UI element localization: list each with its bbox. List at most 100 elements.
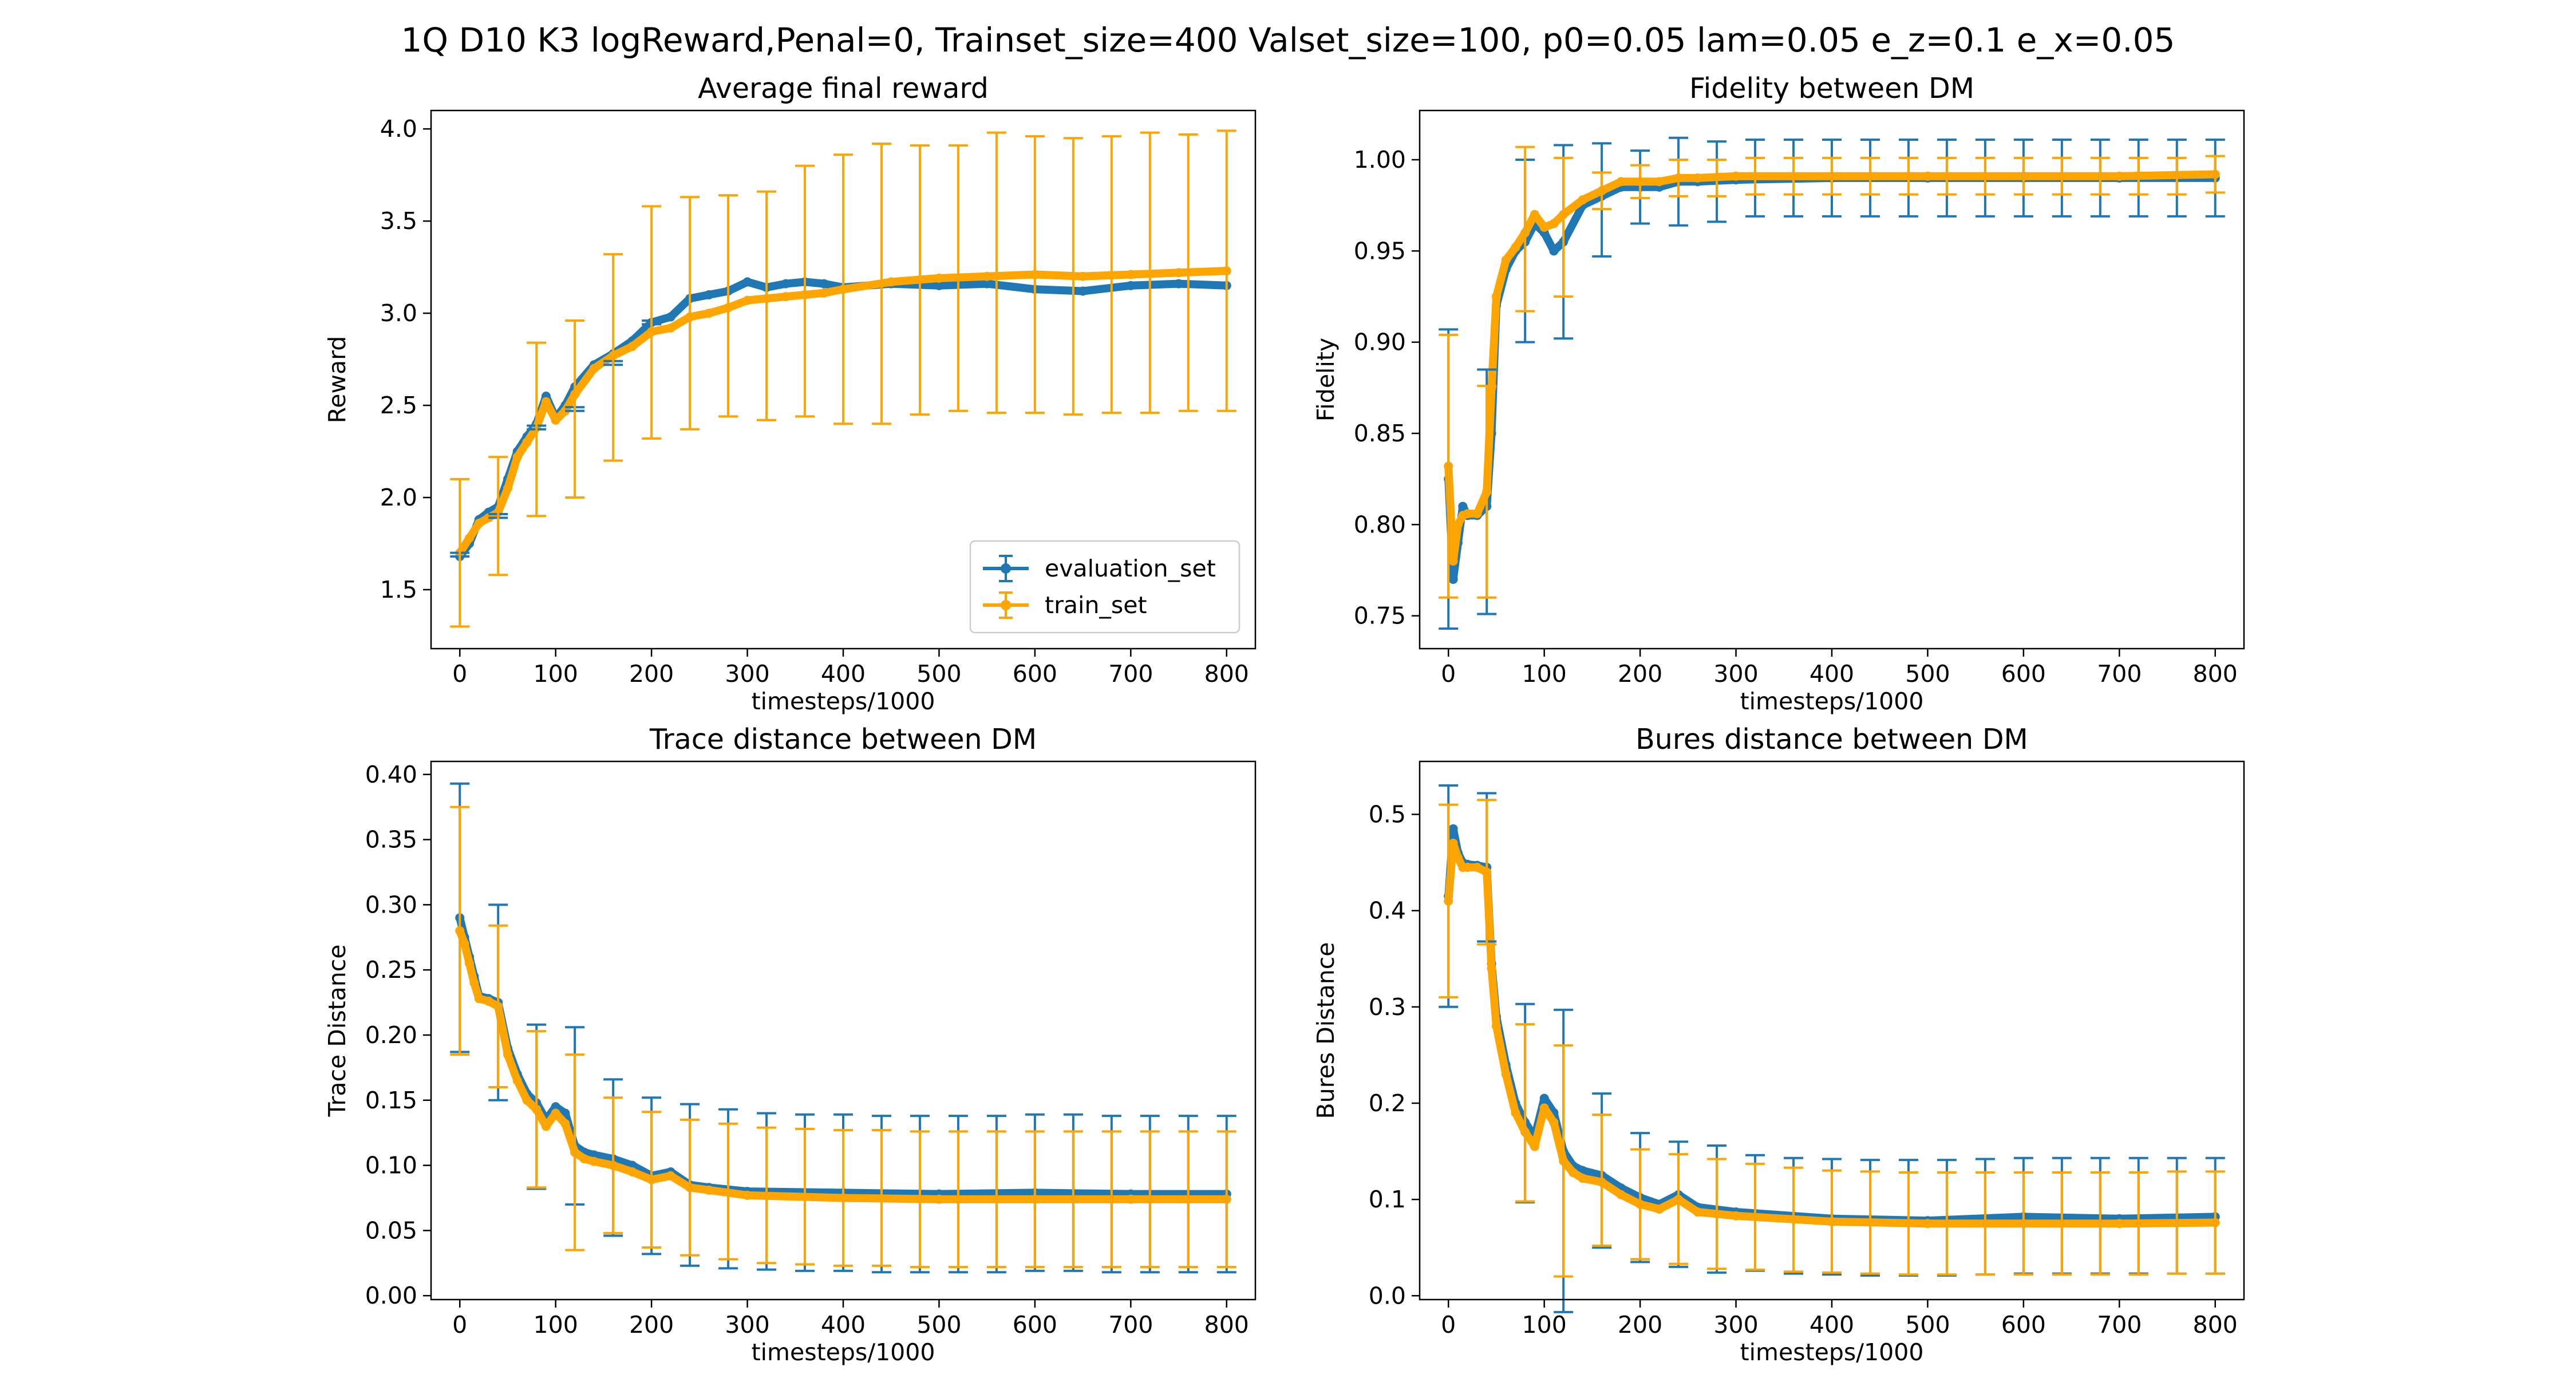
trace-point-train_set (1126, 1194, 1136, 1204)
trace-point-train_set (541, 1122, 551, 1131)
trace-point-train_set (460, 939, 469, 949)
bures-point-train_set (1463, 862, 1472, 872)
bures-point-train_set (1693, 1207, 1702, 1217)
fidelity-point-evaluation_set (1448, 574, 1458, 584)
fidelity-xtick-label: 100 (1522, 660, 1567, 688)
bures-point-train_set (1453, 853, 1463, 863)
trace-point-train_set (704, 1185, 714, 1195)
bures-ytick-label: 0.3 (1369, 993, 1406, 1021)
reward-point-train_set (819, 288, 829, 298)
reward-xlabel: timesteps/1000 (752, 688, 935, 715)
trace-xtick-label: 400 (821, 1311, 866, 1339)
fidelity-xlabel: timesteps/1000 (1740, 688, 1924, 715)
fidelity-point-train_set (1549, 219, 1559, 228)
reward-point-train_set (464, 533, 474, 543)
fidelity-point-evaluation_set (1458, 502, 1468, 511)
fidelity-point-train_set (1539, 222, 1549, 232)
reward-point-evaluation_set (982, 279, 992, 289)
bures-point-train_set (1491, 1021, 1501, 1031)
legend-label-evaluation_set: evaluation_set (1045, 555, 1216, 582)
reward-xtick-label: 700 (1108, 660, 1153, 688)
fidelity-point-train_set (1616, 177, 1626, 187)
legend-box (969, 540, 1240, 634)
fidelity-ytick-label: 0.85 (1354, 420, 1406, 447)
reward-point-train_set (742, 295, 752, 305)
trace-point-train_set (522, 1095, 532, 1105)
bures-point-train_set (1568, 1168, 1578, 1178)
fidelity-xtick-label: 800 (2193, 660, 2238, 688)
reward-point-train_set (522, 437, 532, 447)
trace-point-train_set (579, 1154, 589, 1164)
fidelity-xtick-label: 0 (1441, 660, 1456, 688)
reward-xtick-label: 800 (1204, 660, 1249, 688)
bures-xtick-label: 200 (1618, 1311, 1662, 1339)
fidelity-point-train_set (1578, 195, 1587, 205)
fidelity-xtick-label: 700 (2097, 660, 2142, 688)
reward-ytick-label: 3.5 (380, 207, 417, 235)
legend-label-train_set: train_set (1045, 591, 1147, 619)
bures-point-train_set (1511, 1108, 1520, 1118)
reward-ytick-label: 3.0 (380, 299, 417, 327)
trace-point-train_set (589, 1156, 599, 1166)
fidelity-series-train_set (1444, 169, 2220, 566)
reward-point-train_set (982, 271, 992, 281)
trace-ytick-label: 0.10 (365, 1152, 417, 1179)
trace-xtick-label: 300 (725, 1311, 769, 1339)
reward-point-evaluation_set (781, 279, 791, 289)
fidelity-point-train_set (1731, 171, 1741, 181)
bures-point-evaluation_set (1448, 824, 1458, 834)
bures-xtick-label: 800 (2193, 1311, 2238, 1339)
bures-series-train_set (1444, 838, 2220, 1229)
trace-ytick-label: 0.30 (365, 891, 417, 918)
bures-frame (1419, 760, 2245, 1301)
reward-point-train_set (512, 452, 522, 462)
trace-point-train_set (666, 1171, 675, 1180)
bures-ytick-label: 0.2 (1369, 1089, 1406, 1117)
reward-point-train_set (1078, 271, 1088, 281)
bures-ytick-label: 0.5 (1369, 800, 1406, 828)
bures-xtick-label: 300 (1713, 1311, 1758, 1339)
reward-point-evaluation_set (1174, 279, 1184, 289)
fidelity-point-train_set (1472, 509, 1482, 519)
trace-xtick-label: 800 (1204, 1311, 1249, 1339)
trace-xtick-label: 100 (534, 1311, 578, 1339)
reward-xtick-label: 0 (452, 660, 467, 688)
bures-point-train_set (1923, 1219, 1933, 1229)
fidelity-point-evaluation_set (1549, 246, 1559, 256)
trace-point-train_set (503, 1050, 512, 1060)
reward-xtick-label: 400 (821, 660, 866, 688)
trace-xtick-label: 700 (1108, 1311, 1153, 1339)
bures-point-train_set (1654, 1204, 1664, 1214)
trace-xlabel: timesteps/1000 (752, 1339, 935, 1366)
trace-point-train_set (560, 1119, 570, 1128)
bures-xtick-label: 400 (1809, 1311, 1854, 1339)
reward-point-train_set (627, 342, 637, 352)
trace-point-train_set (627, 1167, 637, 1176)
fidelity-xtick-label: 200 (1618, 660, 1662, 688)
reward-panel: Average final reward 0 100 200 300 400 500 600 7… (323, 72, 1257, 715)
reward-xtick-label: 500 (916, 660, 961, 688)
trace-ytick-label: 0.20 (365, 1021, 417, 1049)
reward-point-train_set (781, 292, 791, 302)
reward-xtick-label: 600 (1013, 660, 1057, 688)
reward-xtick-label: 300 (725, 660, 769, 688)
bures-ytick-label: 0.4 (1369, 897, 1406, 925)
bures-point-evaluation_set (1539, 1093, 1549, 1103)
reward-title: Average final reward (698, 72, 989, 105)
bures-point-train_set (1448, 838, 1458, 848)
fidelity-point-train_set (1693, 173, 1702, 183)
trace-point-train_set (474, 994, 484, 1004)
reward-point-train_set (551, 415, 560, 425)
figure-suptitle: 1Q D10 K3 logReward,Penal=0, Trainset_si… (401, 21, 2175, 60)
trace-ytick-label: 0.40 (365, 761, 417, 788)
bures-xtick-label: 700 (2097, 1311, 2142, 1339)
bures-title: Bures distance between DM (1635, 723, 2028, 756)
reward-errorbars-train_set (450, 129, 1236, 628)
trace-ytick-label: 0.05 (365, 1217, 417, 1244)
legend-marker-train_set (1001, 600, 1011, 610)
reward-frame (430, 109, 1257, 650)
bures-point-train_set (1501, 1069, 1511, 1079)
reward-point-train_set (934, 273, 944, 283)
reward-point-train_set (589, 364, 599, 373)
